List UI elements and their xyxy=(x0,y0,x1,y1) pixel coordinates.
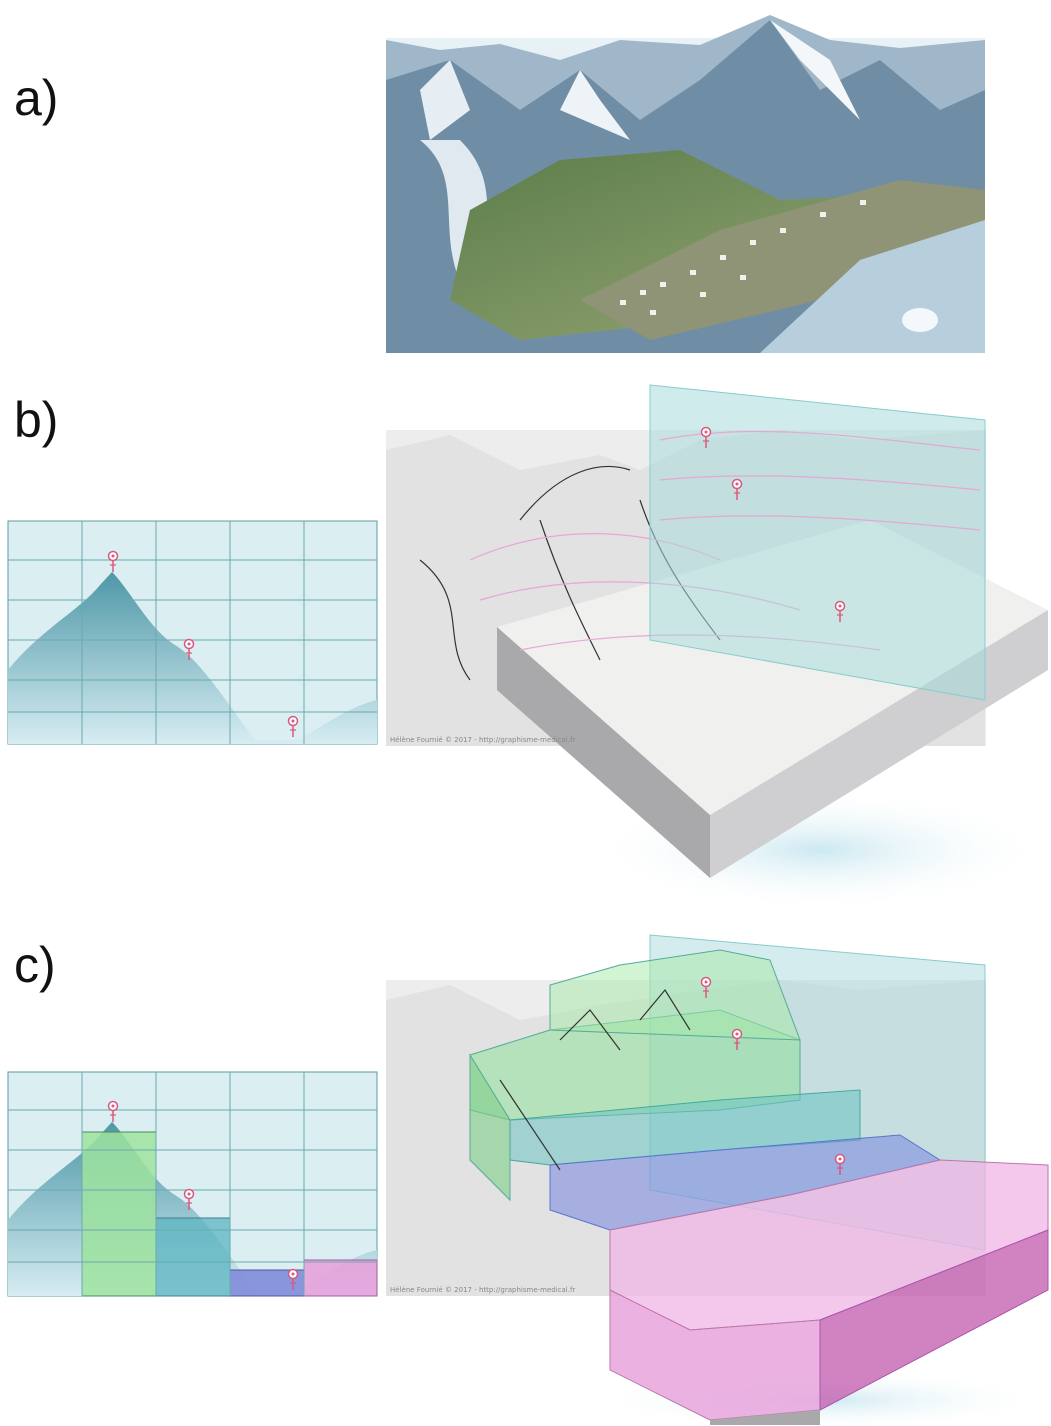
panel-label: a) xyxy=(14,70,58,126)
landscape-painting xyxy=(386,15,985,353)
profile-diagram xyxy=(7,520,378,745)
panel-label: c) xyxy=(14,937,56,993)
profile-bar-diagram xyxy=(7,1071,378,1297)
watermark: Hélène Fournié © 2017 - http://graphisme… xyxy=(390,736,575,744)
watermark: Hélène Fournié © 2017 - http://graphisme… xyxy=(390,1286,575,1294)
terrain-prism-block: Hélène Fournié © 2017 - http://graphisme… xyxy=(386,934,1050,1426)
terrain-block: Hélène Fournié © 2017 - http://graphisme… xyxy=(386,384,1050,910)
panel-label: b) xyxy=(14,392,58,448)
